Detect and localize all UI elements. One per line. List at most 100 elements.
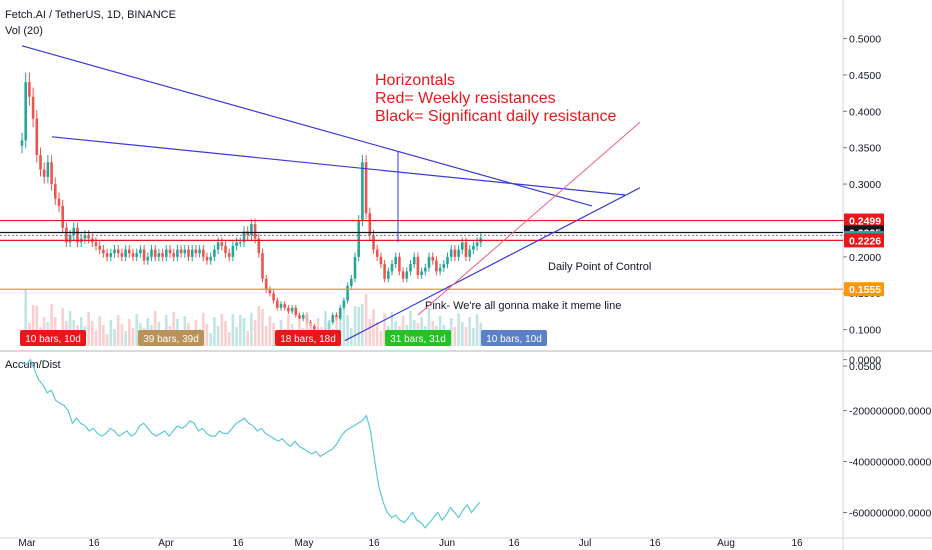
candle-body bbox=[290, 307, 294, 312]
candle-body bbox=[157, 253, 161, 257]
candle-body bbox=[387, 271, 390, 279]
volume-bar bbox=[120, 324, 124, 346]
candle-body bbox=[398, 256, 401, 272]
candle-body bbox=[83, 235, 87, 239]
volume-bar bbox=[227, 332, 231, 346]
candle-body bbox=[420, 271, 423, 276]
candle-body bbox=[401, 271, 405, 279]
candle-body bbox=[461, 242, 464, 250]
bar-count-box bbox=[138, 330, 204, 346]
pink-meme-line bbox=[417, 121, 641, 316]
volume-bar bbox=[324, 311, 327, 346]
candle-body bbox=[24, 82, 27, 141]
volume-bar bbox=[153, 311, 157, 346]
candle-body bbox=[35, 118, 39, 155]
candle-body bbox=[424, 267, 427, 272]
candle-body bbox=[124, 249, 127, 257]
candle-body bbox=[61, 205, 64, 228]
candle-body bbox=[224, 245, 227, 254]
volume-label: Vol (20) bbox=[5, 25, 43, 37]
volume-bar bbox=[479, 322, 483, 346]
x-tick-label: 16 bbox=[791, 538, 803, 549]
candle-body bbox=[209, 256, 212, 261]
candle-body bbox=[190, 249, 194, 257]
candle-body bbox=[372, 235, 375, 250]
candle-body bbox=[216, 242, 220, 250]
volume-bar bbox=[461, 322, 464, 346]
candle-body bbox=[405, 271, 409, 279]
volume-bar bbox=[353, 306, 357, 346]
volume-bar bbox=[224, 321, 227, 346]
price-tick-label: 0.4000 bbox=[849, 106, 881, 118]
candle-body bbox=[468, 249, 471, 257]
candle-body bbox=[449, 249, 453, 257]
candle-body bbox=[472, 245, 475, 250]
candle-body bbox=[50, 162, 53, 185]
x-tick-label: 16 bbox=[508, 538, 520, 549]
x-tick-label: 16 bbox=[649, 538, 661, 549]
annotation-poc: Daily Point of Control bbox=[548, 261, 652, 273]
candle-body bbox=[346, 285, 349, 301]
volume-bar bbox=[390, 312, 394, 346]
price-tick-label: 0.5000 bbox=[849, 34, 881, 46]
candle-body bbox=[283, 304, 286, 308]
volume-bar bbox=[464, 327, 468, 346]
candle-body bbox=[276, 300, 279, 308]
candle-body bbox=[102, 249, 105, 254]
annotation-pink: Pink- We're all gonna make it meme line bbox=[425, 300, 622, 312]
candle-body bbox=[264, 278, 268, 290]
price-tick-label: 0.2000 bbox=[849, 252, 881, 264]
x-tick-label: May bbox=[295, 538, 314, 549]
candle-body bbox=[435, 260, 438, 272]
candle-body bbox=[150, 249, 153, 257]
volume-bar bbox=[61, 308, 64, 346]
volume-bar bbox=[131, 328, 135, 346]
volume-bar bbox=[102, 325, 105, 346]
volume-bar bbox=[68, 311, 72, 346]
candle-body bbox=[364, 162, 368, 214]
candle-body bbox=[368, 213, 372, 236]
bar-count-box bbox=[385, 330, 451, 346]
candle-body bbox=[179, 249, 183, 254]
candle-body bbox=[261, 253, 264, 279]
candle-body bbox=[279, 304, 283, 308]
candle-body bbox=[28, 82, 31, 97]
candle-body bbox=[165, 249, 168, 257]
volume-bar bbox=[220, 314, 224, 346]
volume-bar bbox=[205, 324, 209, 346]
candle-body bbox=[198, 249, 201, 254]
candle-body bbox=[98, 245, 101, 250]
volume-bar bbox=[35, 306, 39, 346]
volume-bar bbox=[475, 314, 479, 346]
annotation-black: Black= Significant daily resistance bbox=[375, 108, 617, 125]
candle-body bbox=[227, 253, 231, 257]
volume-bar bbox=[449, 318, 453, 346]
bar-count-label: 39 bars, 39d bbox=[143, 334, 199, 345]
volume-bar bbox=[453, 327, 457, 346]
candle-body bbox=[109, 253, 113, 257]
ad-tick-label: -400000000.0000 bbox=[849, 457, 931, 469]
bar-count-label: 10 bars, 10d bbox=[25, 334, 81, 345]
volume-bar bbox=[91, 321, 94, 346]
volume-bar bbox=[98, 316, 101, 346]
volume-bar bbox=[264, 326, 268, 346]
x-tick-label: Apr bbox=[158, 538, 174, 549]
candle-body bbox=[335, 315, 338, 319]
candle-body bbox=[113, 249, 116, 254]
volume-bar bbox=[427, 308, 431, 346]
candle-body bbox=[220, 242, 224, 246]
volume-bar bbox=[135, 314, 138, 346]
candle-body bbox=[42, 169, 46, 177]
candle-body bbox=[431, 256, 434, 261]
volume-bar bbox=[305, 312, 309, 346]
x-tick-label: Aug bbox=[717, 538, 735, 549]
volume-bar bbox=[113, 329, 116, 346]
volume-bar bbox=[379, 331, 383, 346]
candle-body bbox=[183, 249, 187, 254]
price-tick-label: 0.1000 bbox=[849, 325, 881, 337]
x-tick-label: Mar bbox=[18, 538, 36, 549]
volume-bar bbox=[239, 315, 242, 346]
candle-body bbox=[268, 289, 272, 294]
candle-body bbox=[313, 325, 316, 330]
